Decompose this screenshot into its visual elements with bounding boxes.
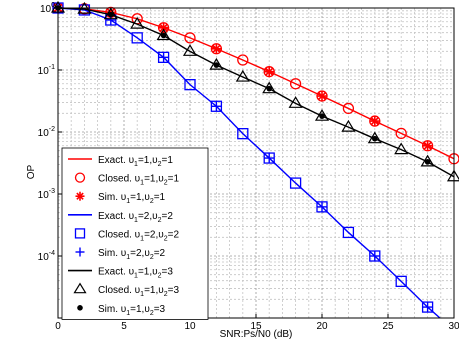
- data-series: [50, 0, 459, 319]
- dot-marker: [319, 113, 325, 119]
- dot-marker: [424, 159, 431, 165]
- star-marker: [212, 44, 221, 53]
- y-tick-label: 10-4: [38, 250, 55, 263]
- star-marker: [76, 192, 84, 200]
- legend-label: Exact. υ1=1,υ2=1: [98, 155, 173, 168]
- circle-marker: [342, 102, 355, 115]
- legend-label: Closed. υ1=2,υ2=2: [98, 229, 179, 242]
- triangle-marker: [130, 16, 145, 29]
- legend-label: Closed. υ1=1,υ2=3: [98, 285, 179, 298]
- triangle-marker: [235, 69, 250, 82]
- star-marker: [370, 117, 379, 126]
- star-marker: [317, 91, 327, 101]
- series-0: [57, 7, 455, 160]
- circle-marker: [184, 32, 196, 44]
- legend-label: Sim. υ1=1,υ2=3: [98, 304, 166, 317]
- x-axis-ticks: 0 5 10 15 20 25 30: [55, 314, 459, 332]
- triangle-marker: [156, 28, 171, 41]
- dot-marker: [372, 135, 378, 142]
- legend-entry: Closed. υ1=1,υ2=3: [73, 282, 179, 298]
- x-tick-label: 10: [184, 321, 196, 332]
- y-tick-label: 10-3: [38, 188, 55, 201]
- triangle-marker: [394, 142, 409, 155]
- triangle-marker: [314, 109, 330, 121]
- triangle-marker: [420, 154, 435, 167]
- dot-marker: [213, 62, 220, 68]
- series-line: [57, 7, 455, 160]
- legend-entry: Closed. υ1=1,υ2=1: [74, 172, 179, 187]
- legend-entry: Closed. υ1=2,υ2=2: [74, 228, 179, 242]
- triangle-marker: [73, 282, 87, 294]
- circle-marker: [237, 54, 249, 66]
- square-marker: [74, 228, 86, 239]
- triangle-marker: [182, 44, 198, 56]
- triangle-marker: [341, 119, 356, 132]
- legend-entry: Exact. υ1=1,υ2=3: [68, 267, 173, 280]
- dot-marker: [108, 11, 114, 18]
- series-6: [57, 7, 455, 178]
- x-tick-label: 5: [121, 321, 127, 332]
- legend-entry: Sim. υ1=2,υ2=2: [75, 247, 166, 261]
- circle-marker: [74, 172, 86, 183]
- legend-label: Exact. υ1=1,υ2=3: [98, 267, 173, 280]
- star-marker: [423, 141, 432, 150]
- triangle-marker: [288, 96, 303, 108]
- series-7: [50, 0, 459, 182]
- square-marker: [395, 275, 407, 288]
- square-marker: [237, 128, 249, 140]
- legend-label: Exact. υ1=2,υ2=2: [98, 211, 173, 224]
- dot-marker: [77, 305, 83, 311]
- x-tick-label: 15: [250, 321, 262, 332]
- x-tick-label: 25: [382, 321, 394, 332]
- y-tick-label: 10-2: [38, 126, 55, 139]
- legend-entry: Exact. υ1=1,υ2=1: [68, 155, 173, 168]
- dot-marker: [160, 32, 167, 39]
- dot-marker: [266, 85, 273, 92]
- legend-label: Sim. υ1=2,υ2=2: [98, 248, 166, 261]
- circle-marker: [289, 78, 302, 90]
- x-tick-label: 0: [55, 321, 61, 332]
- legend-box: [61, 147, 209, 320]
- square-marker: [131, 32, 143, 44]
- triangle-marker: [367, 131, 382, 144]
- triangle-marker: [209, 57, 224, 70]
- legend-entry: Sim. υ1=1,υ2=3: [77, 304, 166, 317]
- series-line: [57, 7, 455, 178]
- y-axis-label: OP: [26, 164, 37, 179]
- legend-label: Closed. υ1=1,υ2=1: [98, 174, 179, 187]
- x-tick-label: 30: [448, 321, 459, 332]
- legend-label: Sim. υ1=1,υ2=1: [98, 192, 166, 205]
- square-marker: [289, 177, 302, 189]
- star-marker: [265, 67, 274, 76]
- legend-entry: Sim. υ1=1,υ2=1: [75, 191, 166, 205]
- star-marker: [159, 23, 168, 32]
- square-marker: [342, 226, 355, 239]
- series-line: [57, 7, 441, 319]
- legend: Exact. υ1=1,υ2=1 Closed. υ1=1,υ2=1 Sim. υ1…: [61, 147, 209, 320]
- triangle-marker: [103, 7, 118, 20]
- x-tick-label: 20: [316, 321, 328, 332]
- y-tick-label: 10-1: [38, 64, 55, 77]
- square-marker: [184, 79, 196, 91]
- legend-entry: Exact. υ1=2,υ2=2: [68, 211, 173, 224]
- circle-marker: [395, 127, 407, 140]
- triangle-marker: [262, 81, 277, 94]
- series-3: [57, 7, 441, 319]
- series-8: [55, 5, 431, 165]
- x-axis-label: SNR:Ps/N0 (dB): [220, 329, 293, 340]
